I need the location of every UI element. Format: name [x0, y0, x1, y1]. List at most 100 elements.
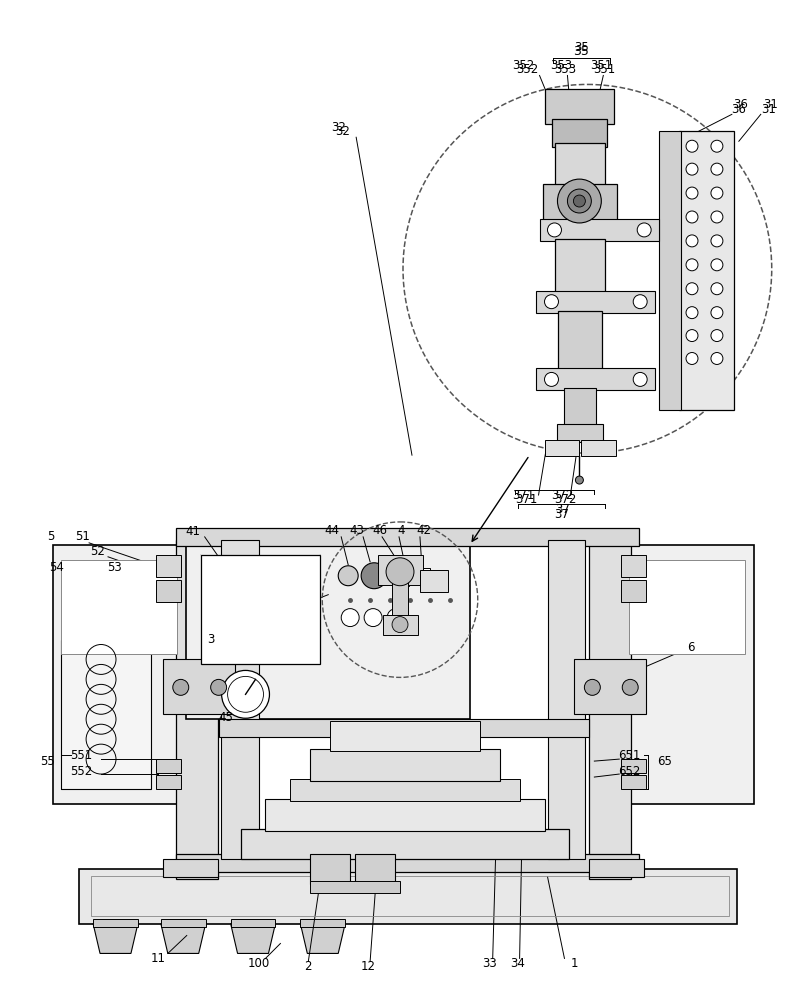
- Circle shape: [711, 330, 723, 342]
- Bar: [61, 560, 177, 654]
- Text: 53: 53: [107, 561, 121, 574]
- Bar: [378, 555, 423, 585]
- Text: 54: 54: [48, 561, 64, 574]
- Bar: [679, 131, 734, 410]
- Circle shape: [567, 189, 591, 213]
- Bar: [219, 719, 589, 737]
- Bar: [536, 368, 655, 390]
- Text: 35: 35: [574, 41, 589, 54]
- Bar: [176, 528, 639, 546]
- Circle shape: [711, 187, 723, 199]
- Bar: [356, 854, 395, 884]
- Text: 36: 36: [731, 103, 747, 116]
- Circle shape: [339, 566, 358, 586]
- Text: 32: 32: [330, 121, 346, 134]
- Bar: [548, 540, 585, 859]
- Bar: [555, 143, 605, 188]
- Bar: [93, 919, 138, 927]
- Text: 371: 371: [516, 493, 538, 506]
- Circle shape: [392, 617, 408, 633]
- Circle shape: [387, 609, 405, 627]
- Text: 351: 351: [593, 63, 616, 76]
- Circle shape: [545, 295, 558, 309]
- Circle shape: [686, 140, 698, 152]
- Bar: [589, 859, 644, 877]
- Bar: [553, 119, 608, 147]
- Bar: [290, 779, 520, 801]
- Circle shape: [211, 679, 226, 695]
- Polygon shape: [230, 924, 276, 953]
- Bar: [393, 566, 409, 586]
- Text: 652: 652: [618, 765, 641, 778]
- Text: 34: 34: [510, 957, 525, 970]
- Text: 55: 55: [40, 755, 55, 768]
- Circle shape: [686, 283, 698, 295]
- Circle shape: [711, 235, 723, 247]
- Circle shape: [221, 670, 269, 718]
- Text: 3: 3: [207, 633, 214, 646]
- Text: 42: 42: [416, 524, 431, 537]
- Bar: [241, 829, 570, 859]
- Bar: [621, 775, 646, 789]
- Circle shape: [228, 676, 263, 712]
- Circle shape: [633, 295, 647, 309]
- Circle shape: [711, 163, 723, 175]
- Circle shape: [686, 259, 698, 271]
- Circle shape: [575, 476, 583, 484]
- Bar: [53, 545, 186, 804]
- Circle shape: [686, 235, 698, 247]
- Circle shape: [622, 679, 638, 695]
- Circle shape: [711, 283, 723, 295]
- Text: 551: 551: [70, 749, 92, 762]
- Bar: [186, 535, 469, 719]
- Bar: [310, 881, 400, 893]
- Bar: [221, 540, 259, 859]
- Circle shape: [686, 187, 698, 199]
- Bar: [301, 919, 345, 927]
- Text: 1: 1: [570, 957, 579, 970]
- Bar: [545, 89, 614, 124]
- Bar: [416, 568, 430, 584]
- Bar: [574, 659, 646, 714]
- Bar: [629, 560, 745, 654]
- Circle shape: [584, 679, 600, 695]
- Bar: [582, 440, 617, 456]
- Text: 6: 6: [688, 641, 695, 654]
- Text: 2: 2: [305, 960, 312, 973]
- Text: 46: 46: [372, 524, 388, 537]
- Circle shape: [558, 179, 601, 223]
- Circle shape: [686, 163, 698, 175]
- Bar: [176, 540, 217, 879]
- Text: 351: 351: [590, 59, 612, 72]
- Text: 11: 11: [150, 952, 166, 965]
- Text: 552: 552: [70, 765, 92, 778]
- Bar: [558, 424, 604, 442]
- Circle shape: [711, 353, 723, 364]
- Circle shape: [341, 609, 359, 627]
- Text: 35: 35: [574, 45, 589, 58]
- Polygon shape: [301, 924, 345, 953]
- Text: 4: 4: [398, 524, 405, 537]
- Bar: [545, 440, 579, 456]
- Text: 36: 36: [734, 98, 748, 111]
- Circle shape: [686, 211, 698, 223]
- Bar: [310, 749, 499, 781]
- Text: 44: 44: [325, 524, 339, 537]
- Text: 372: 372: [554, 493, 577, 506]
- Circle shape: [548, 223, 562, 237]
- Text: 37: 37: [554, 508, 569, 521]
- Circle shape: [711, 140, 723, 152]
- Text: 33: 33: [482, 957, 497, 970]
- Text: 52: 52: [90, 545, 106, 558]
- Polygon shape: [161, 924, 206, 953]
- Bar: [555, 239, 605, 294]
- Circle shape: [638, 223, 651, 237]
- Bar: [659, 131, 681, 410]
- Text: 100: 100: [247, 957, 270, 970]
- Bar: [420, 570, 448, 592]
- Circle shape: [574, 195, 585, 207]
- Bar: [540, 219, 659, 241]
- Text: 651: 651: [618, 749, 641, 762]
- Bar: [161, 919, 206, 927]
- Circle shape: [711, 259, 723, 271]
